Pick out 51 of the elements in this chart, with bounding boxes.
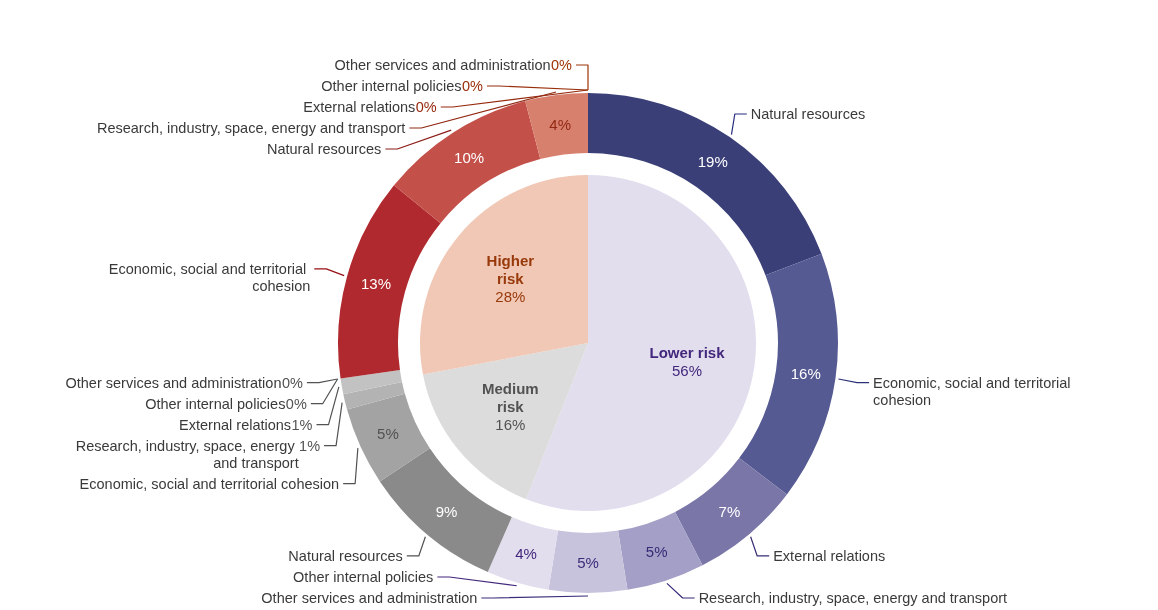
donut-slice — [338, 185, 441, 379]
legend-label: Other services and administration — [65, 374, 282, 391]
slice-label: Research, industry, space, energy and transport — [698, 590, 1008, 606]
data-label: 4% — [515, 545, 537, 563]
slice-label: External relations — [179, 416, 292, 433]
data-label: 16% — [495, 416, 526, 434]
category-label: Other internal policies — [321, 78, 462, 94]
data-label: 13% — [360, 275, 391, 293]
slice-label: Natural resources — [288, 547, 403, 564]
slice-label: Medium risk — [482, 380, 539, 416]
data-label: 5% — [577, 554, 599, 571]
slice-label: Higher risk — [486, 251, 535, 287]
category-label: Other internal policies — [145, 395, 286, 412]
data-label: 16% — [790, 365, 821, 383]
data-label: 56% — [672, 361, 703, 379]
donut-slice — [618, 511, 703, 590]
data-label: 5% — [645, 543, 668, 561]
donut-slice — [525, 93, 588, 160]
slice-label: Economic, social and territorial cohesion — [79, 475, 340, 492]
donut-slice — [739, 253, 838, 495]
category-label: External relations — [303, 99, 416, 115]
slice-label: Research, industry, space, energy and transport — [96, 120, 406, 136]
data-label: 19% — [697, 152, 728, 170]
pie-slice — [420, 175, 588, 375]
data-label: 9% — [435, 502, 458, 520]
slice-label: Natural resources — [750, 106, 866, 123]
slice-label: Natural resources — [266, 141, 382, 157]
donut-slice — [548, 530, 628, 593]
donut-slice — [347, 393, 430, 482]
data-label: 5% — [377, 425, 399, 443]
text: 0% — [281, 374, 303, 391]
slice-label: Economic, social and territorial cohesion — [108, 260, 311, 294]
text: 0% — [551, 57, 572, 73]
slice-label: External relations — [773, 547, 886, 564]
data-label: 7% — [718, 502, 741, 520]
data-label: 4% — [549, 115, 571, 133]
slice-label: Economic, social and territorial cohesion — [873, 374, 1075, 408]
slice-label: Research, industry, space, energy and transport — [75, 437, 299, 471]
category-label: Other services and administration — [334, 57, 551, 73]
slice-label: Lower risk — [649, 343, 726, 361]
text: 0% — [285, 395, 307, 412]
data-label: 28% — [495, 287, 526, 305]
pie-slice — [422, 343, 588, 500]
data-label: 1% — [299, 437, 321, 454]
slice-label: Other services and administration — [261, 590, 478, 606]
text: 0% — [415, 99, 437, 115]
text: 0% — [461, 78, 483, 94]
slice-label: Other internal policies — [293, 569, 434, 585]
data-label: 1% — [291, 416, 313, 433]
donut-slice — [487, 517, 558, 590]
data-label: 10% — [454, 148, 485, 166]
